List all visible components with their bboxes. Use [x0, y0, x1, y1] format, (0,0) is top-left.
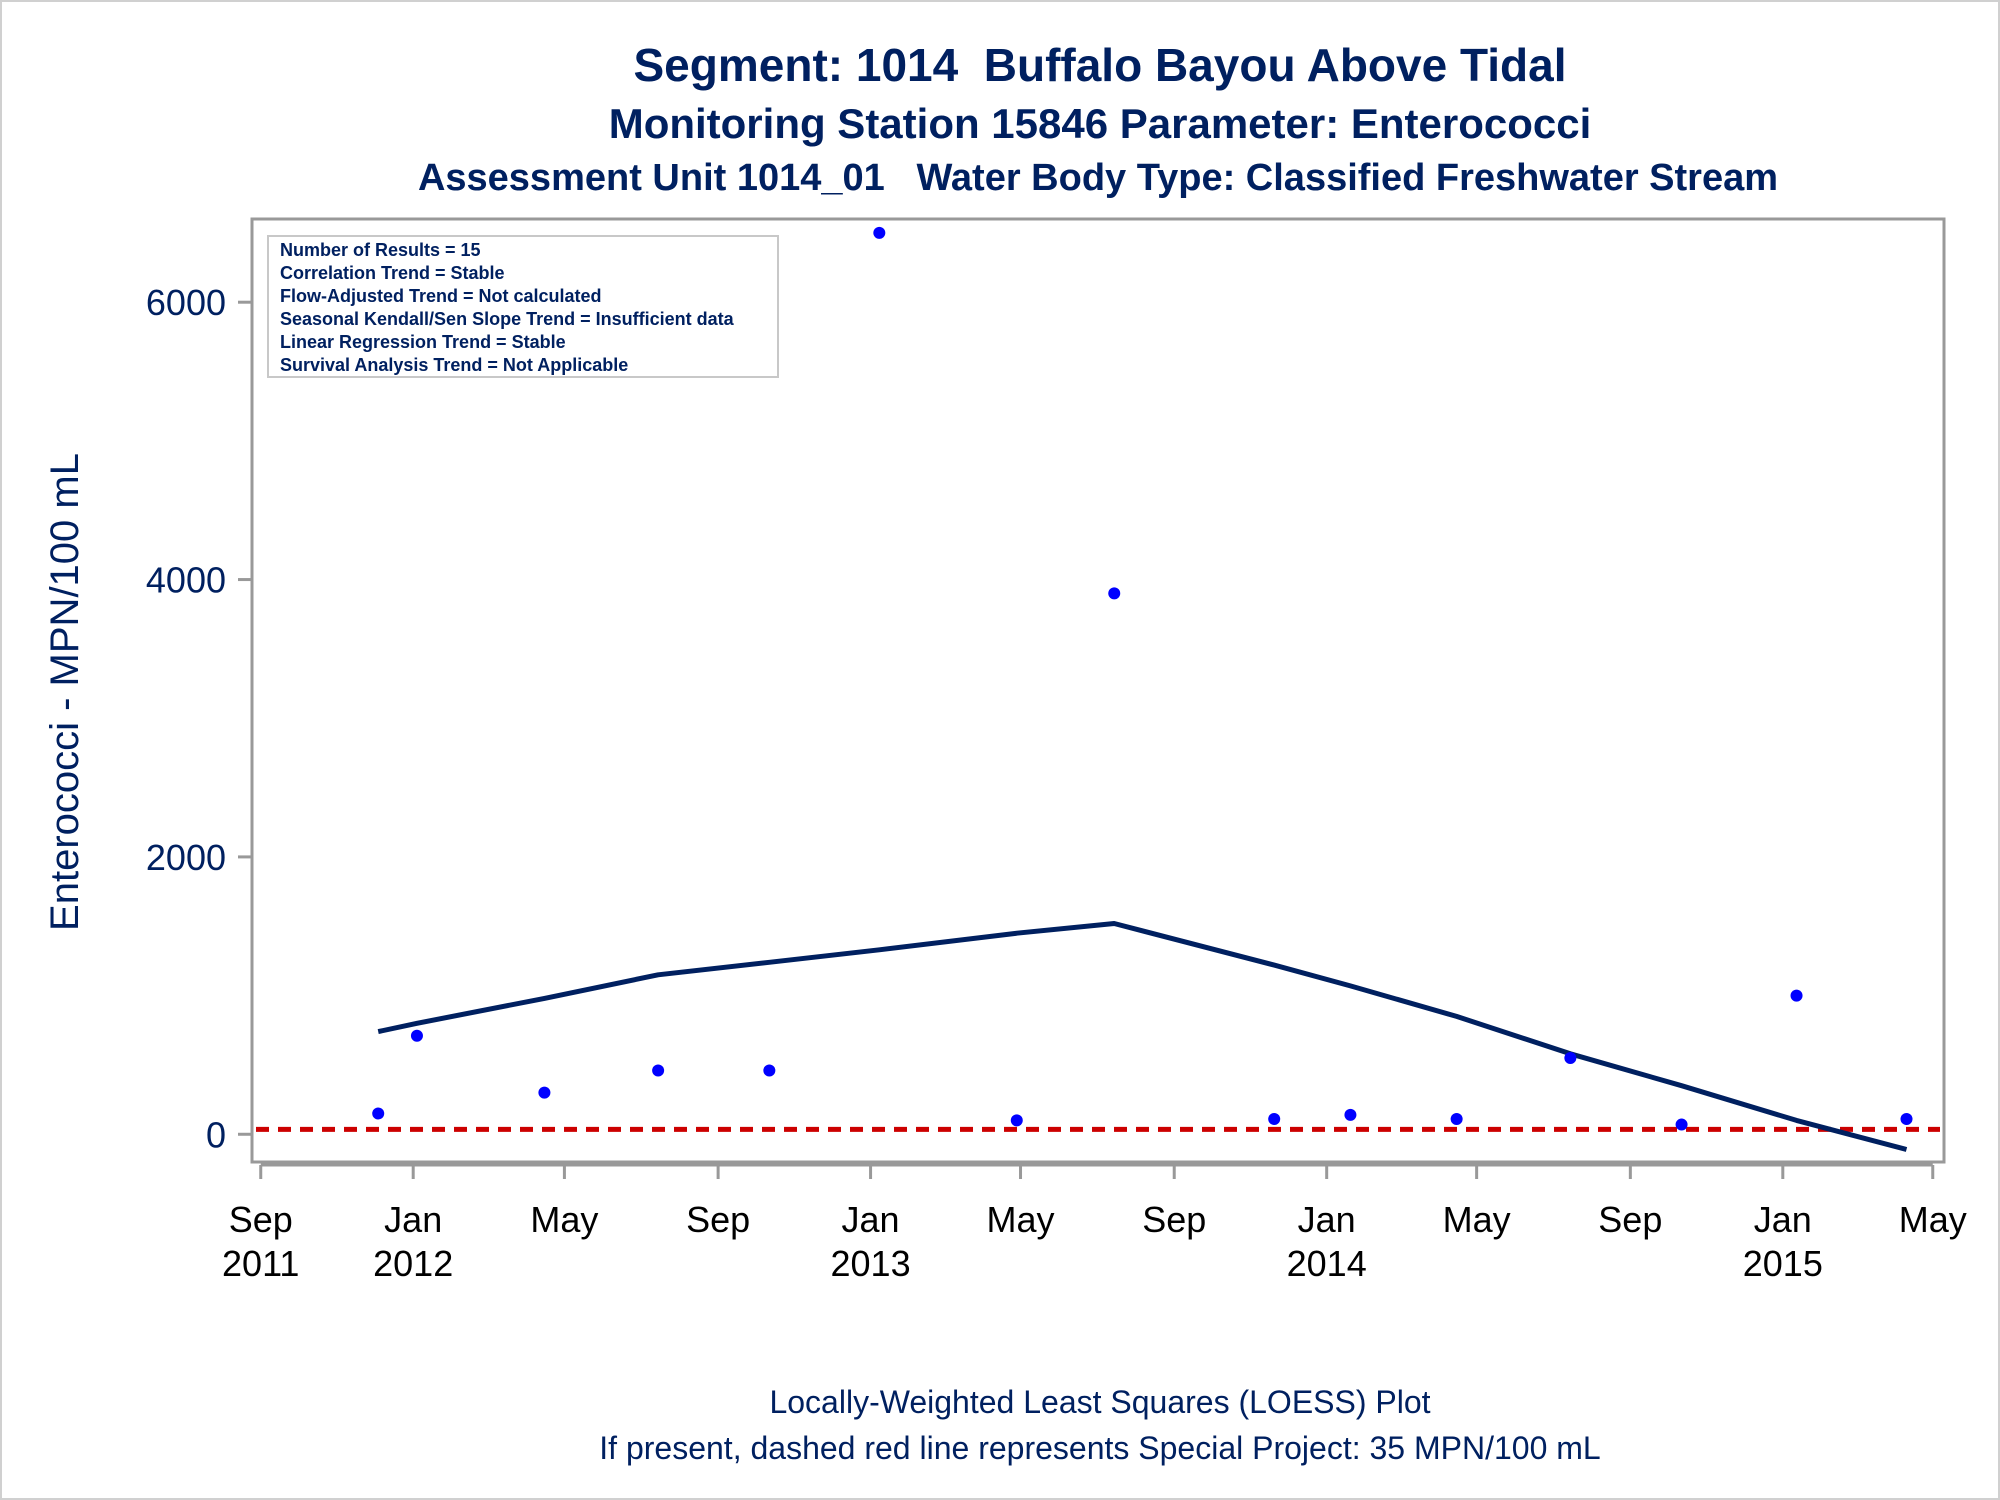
footnote-reference: If present, dashed red line represents S…: [599, 1430, 1601, 1466]
x-tick-year: 2012: [373, 1243, 453, 1284]
plot-area-frame: [250, 217, 1946, 1164]
x-tick-month: Sep: [229, 1199, 293, 1240]
data-point: [652, 1064, 665, 1077]
data-point: [763, 1064, 776, 1077]
y-axis-label: Enterococci - MPN/100 mL: [43, 453, 87, 931]
loess-curve: [377, 921, 1908, 1152]
x-tick-year: 2015: [1743, 1243, 1823, 1284]
data-point: [1564, 1051, 1577, 1064]
x-tick-month: Sep: [1142, 1199, 1206, 1240]
data-point: [1344, 1108, 1357, 1121]
stats-lines: Number of Results = 15 Correlation Trend …: [280, 240, 735, 375]
x-tick-month: Sep: [686, 1199, 750, 1240]
data-point: [1675, 1118, 1688, 1131]
chart-subtitle: Monitoring Station 15846 Parameter: Ente…: [608, 100, 1592, 147]
x-tick-year: 2014: [1287, 1243, 1367, 1284]
data-point: [410, 1029, 423, 1042]
footnote-loess: Locally-Weighted Least Squares (LOESS) P…: [769, 1384, 1431, 1420]
data-point: [873, 226, 886, 239]
x-tick-month: Jan: [842, 1199, 900, 1240]
x-tick-month: Jan: [1754, 1199, 1812, 1240]
data-point: [1010, 1114, 1023, 1127]
stats-box: [267, 235, 779, 378]
stats-line: Seasonal Kendall/Sen Slope Trend = Insuf…: [280, 309, 735, 329]
stats-line: Number of Results = 15: [280, 240, 481, 260]
chart-title: Segment: 1014 Buffalo Bayou Above Tidal: [633, 39, 1567, 91]
data-point: [1108, 587, 1121, 600]
x-tick-month: Jan: [384, 1199, 442, 1240]
data-points: [372, 226, 1913, 1131]
stats-line: Survival Analysis Trend = Not Applicable: [280, 355, 628, 375]
data-point: [538, 1086, 551, 1099]
x-tick-year: 2011: [222, 1243, 299, 1284]
data-point: [1450, 1113, 1463, 1126]
y-tick-label: 0: [206, 1114, 226, 1155]
y-tick-label: 4000: [146, 560, 226, 601]
x-tick-year: 2013: [831, 1243, 911, 1284]
data-point: [1900, 1113, 1913, 1126]
y-axis: 0 2000 4000 6000: [146, 282, 252, 1155]
x-tick-month: May: [1899, 1199, 1967, 1240]
data-point: [372, 1107, 385, 1120]
stats-line: Linear Regression Trend = Stable: [280, 332, 566, 352]
x-tick-month: Jan: [1298, 1199, 1356, 1240]
stats-line: Correlation Trend = Stable: [280, 263, 505, 283]
stats-line: Flow-Adjusted Trend = Not calculated: [280, 286, 602, 306]
x-tick-month: May: [530, 1199, 598, 1240]
x-tick-month: Sep: [1598, 1199, 1662, 1240]
x-tick-month: May: [1443, 1199, 1511, 1240]
y-tick-label: 2000: [146, 837, 226, 878]
y-tick-label: 6000: [146, 282, 226, 323]
data-point: [1268, 1113, 1281, 1126]
data-point: [1790, 989, 1803, 1002]
chart-subtitle-2: Assessment Unit 1014_01 Water Body Type:…: [417, 157, 1779, 199]
x-tick-month: May: [987, 1199, 1055, 1240]
